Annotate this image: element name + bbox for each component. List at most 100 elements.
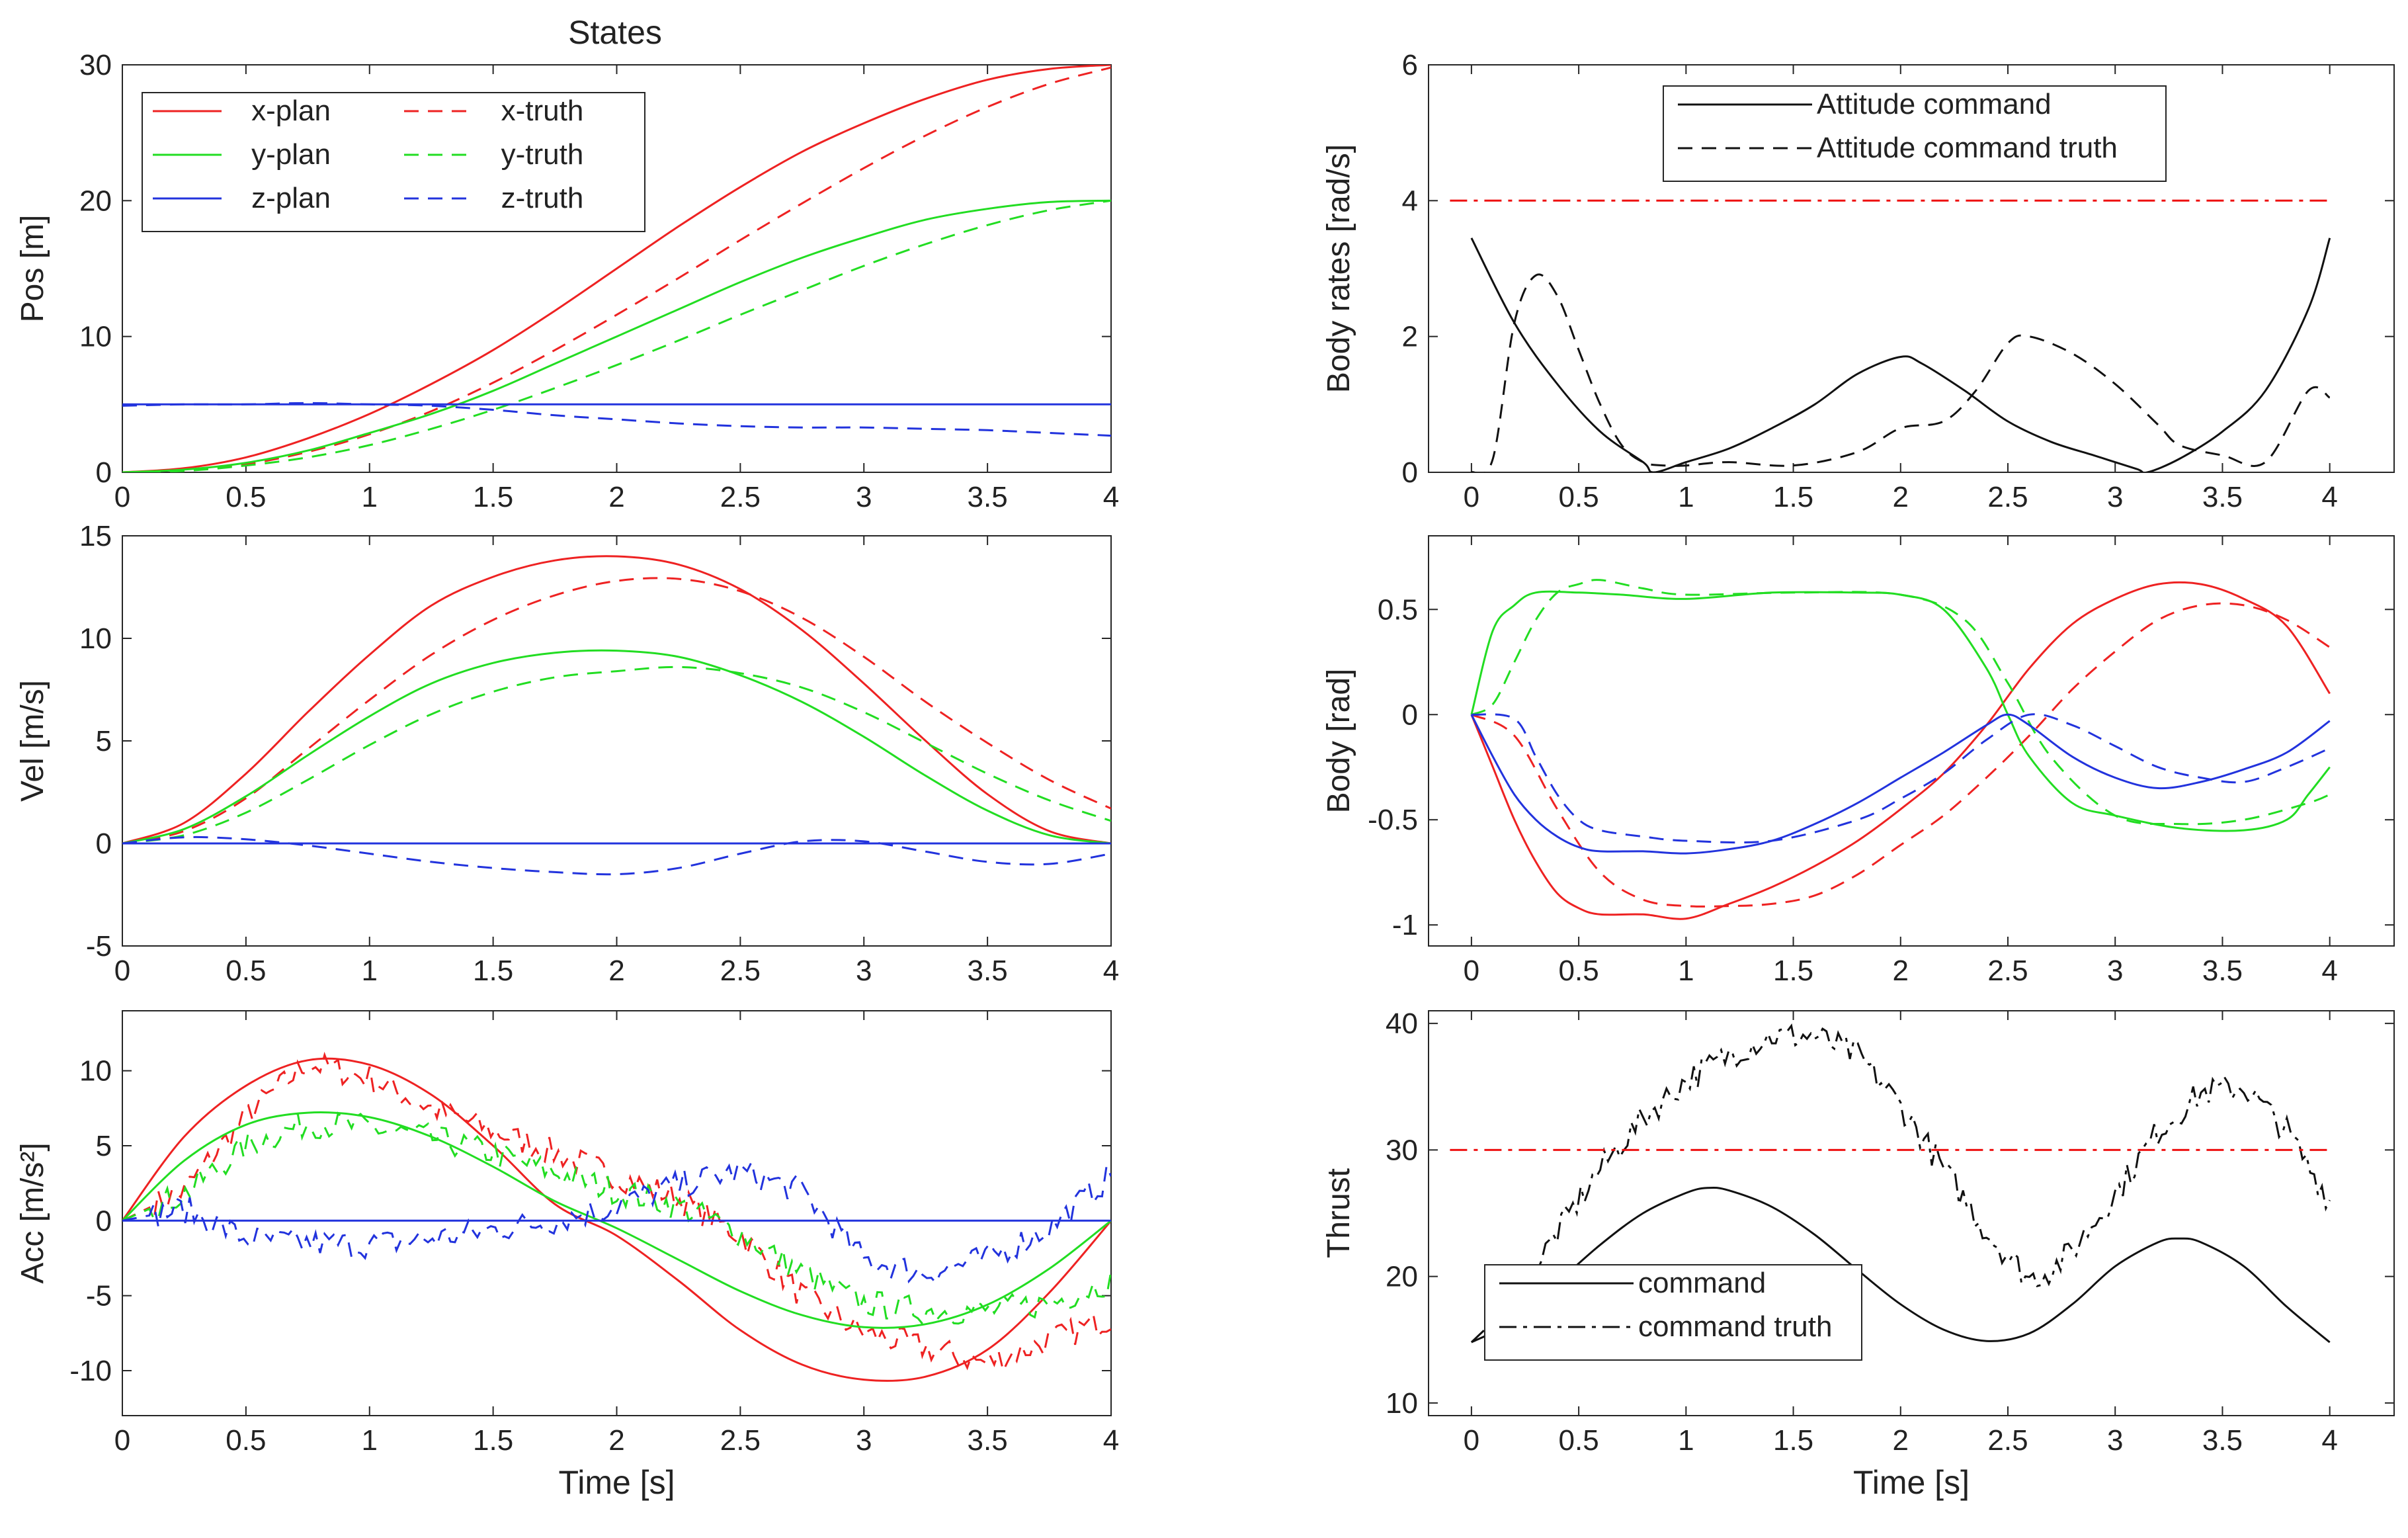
series-pos-x-truth — [122, 66, 1111, 472]
x-tick-label: 4 — [2321, 481, 2337, 513]
x-tick-label: 0 — [1464, 481, 1479, 513]
legend-label: Attitude command — [1817, 88, 2052, 120]
x-tick-label: 4 — [2321, 1424, 2337, 1457]
x-tick-label: 2 — [608, 1424, 624, 1457]
x-tick-label: 1.5 — [473, 1424, 513, 1457]
x-tick-label: 2 — [1893, 955, 1909, 987]
y-axis-label: Body rates [rad/s] — [1321, 144, 1356, 393]
legend-box — [142, 92, 645, 232]
y-tick-label: 0 — [96, 1205, 112, 1237]
series-acc-x-plan — [122, 1057, 1111, 1382]
x-axis-label: Time [s] — [559, 1464, 675, 1501]
panel-pos: 0 0.5 1 1.5 2 2.5 3 3.5 4 0 10 20 30 Pos [m] x-plan x-t… — [15, 49, 1119, 513]
x-tick-label: 3 — [856, 481, 872, 513]
legend-label: y-truth — [501, 138, 584, 171]
x-tick-label: 3 — [2107, 1424, 2123, 1457]
series-body-y-body-truth — [1471, 579, 2331, 826]
legend-thrust: command command truth — [1484, 1264, 1862, 1361]
x-tick-label: 1.5 — [1773, 481, 1813, 513]
x-tick-label: 1.5 — [1773, 955, 1813, 987]
y-tick-label: -10 — [69, 1355, 112, 1387]
x-tick-label: 0.5 — [1559, 481, 1599, 513]
y-tick-label: 10 — [79, 622, 112, 655]
y-tick-label: -0.5 — [1368, 804, 1418, 836]
x-tick-label: 1 — [1678, 955, 1694, 987]
legend-label: y-plan — [251, 138, 331, 171]
x-tick-label: 3 — [2107, 481, 2123, 513]
x-tick-label: 2.5 — [720, 481, 761, 513]
series-vel-y-truth — [122, 665, 1111, 845]
x-tick-label: 2.5 — [1987, 481, 2028, 513]
series-acc-y-plan — [122, 1111, 1111, 1329]
y-tick-label: 0 — [1402, 699, 1418, 731]
y-tick-label: 0.5 — [1378, 593, 1418, 626]
y-tick-label: 2 — [1402, 321, 1418, 353]
y-tick-label: 20 — [1386, 1261, 1418, 1293]
y-tick-label: 20 — [79, 185, 112, 217]
y-tick-label: 0 — [96, 456, 112, 489]
y-tick-label: -1 — [1392, 909, 1418, 941]
x-tick-label: 3.5 — [968, 955, 1008, 987]
figure-title: States — [568, 14, 662, 51]
y-tick-label: 40 — [1386, 1007, 1418, 1040]
x-tick-label: 0.5 — [226, 1424, 266, 1457]
series-pos-y-truth — [122, 199, 1111, 472]
x-tick-label: 3 — [2107, 955, 2123, 987]
series-vel-z-truth — [122, 835, 1111, 876]
x-tick-label: 1 — [362, 955, 378, 987]
x-tick-label: 2.5 — [720, 955, 761, 987]
series-rates-Attitude-command-truth — [1471, 273, 2331, 472]
legend-box — [1484, 1264, 1862, 1361]
x-tick-label: 0 — [114, 1424, 130, 1457]
x-tick-label: 0.5 — [1559, 1424, 1599, 1457]
x-tick-label: 0.5 — [226, 955, 266, 987]
x-tick-label: 3.5 — [2202, 481, 2243, 513]
y-tick-label: 10 — [79, 321, 112, 353]
x-tick-label: 0 — [1464, 1424, 1479, 1457]
x-tick-label: 0.5 — [226, 481, 266, 513]
x-tick-label: 3.5 — [968, 481, 1008, 513]
legend-label: command truth — [1638, 1310, 1832, 1343]
x-tick-label: 1.5 — [473, 955, 513, 987]
panel-thrust: 0 0.5 1 1.5 2 2.5 3 3.5 4 10 20 30 40 Thrust Time [s] c… — [1321, 1007, 2395, 1501]
x-tick-label: 1 — [362, 1424, 378, 1457]
series-vel-x-truth — [122, 577, 1111, 845]
legend-rates: Attitude command Attitude command truth — [1663, 85, 2167, 182]
legend-label: command — [1638, 1267, 1766, 1299]
y-tick-label: 5 — [96, 725, 112, 757]
legend-label: z-plan — [251, 182, 331, 214]
series-body-x-body — [1470, 581, 2331, 920]
x-tick-label: 0 — [114, 955, 130, 987]
y-axis-label: Vel [m/s] — [15, 680, 50, 802]
y-tick-label: 30 — [79, 49, 112, 81]
legend-label: x-truth — [501, 95, 584, 127]
series-pos-x-plan — [122, 65, 1111, 472]
y-tick-label: 15 — [79, 520, 112, 552]
x-tick-label: 3 — [856, 955, 872, 987]
series-vel-y-plan — [122, 649, 1111, 845]
legend-label: Attitude command truth — [1817, 132, 2118, 164]
x-tick-label: 2 — [608, 955, 624, 987]
y-tick-label: 30 — [1386, 1134, 1418, 1166]
series-body-z-body-truth — [1471, 713, 2331, 844]
y-tick-label: 0 — [1402, 456, 1418, 489]
x-tick-label: 3 — [856, 1424, 872, 1457]
x-tick-label: 3.5 — [2202, 1424, 2243, 1457]
y-tick-label: 4 — [1402, 185, 1418, 217]
x-tick-label: 1 — [1678, 481, 1694, 513]
x-tick-label: 0 — [1464, 955, 1479, 987]
x-tick-label: 0 — [114, 481, 130, 513]
y-axis-label: Pos [m] — [15, 215, 50, 323]
y-axis-label: Thrust — [1321, 1168, 1356, 1258]
axes-box-vel — [122, 535, 1112, 947]
x-tick-label: 3.5 — [2202, 955, 2243, 987]
y-axis-label: Body [rad] — [1321, 669, 1356, 814]
y-tick-label: 5 — [96, 1130, 112, 1162]
panel-rates: 0 0.5 1 1.5 2 2.5 3 3.5 4 0 2 4 6 Body rates [rad/s] A… — [1321, 49, 2395, 513]
legend-pos: x-plan x-truth y-plan y-truth z-plan z-truth — [142, 92, 645, 232]
x-tick-label: 2 — [1893, 1424, 1909, 1457]
series-thrust-command-truth — [1470, 1023, 2331, 1344]
